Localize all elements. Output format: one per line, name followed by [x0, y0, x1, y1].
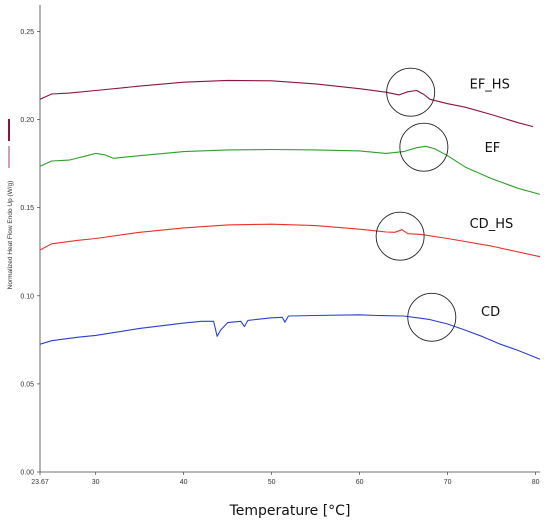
y-tick-label: 0.20 — [20, 117, 34, 124]
series-label: CD — [481, 305, 500, 320]
x-tick-label: 23.67 — [31, 479, 49, 486]
x-tick-label: 40 — [180, 479, 188, 486]
annotation-circle — [375, 211, 425, 261]
annotation-circle — [386, 67, 436, 117]
series-line-ef-hs — [39, 79, 534, 128]
y-tick-label: 0.05 — [20, 381, 34, 388]
y-tick-label: 0.10 — [20, 293, 34, 300]
series-line-cd — [39, 314, 541, 360]
axes: 0.00 0.05 0.10 0.15 0.20 0.25 23.67 30 40 50 60 70 8… — [20, 5, 540, 486]
series-label: CD_HS — [470, 217, 514, 232]
y-axis-legend-swatch — [8, 119, 10, 141]
annotation-circle — [407, 292, 457, 342]
y-tick-label: 0.15 — [20, 205, 34, 212]
series-group — [39, 79, 541, 360]
series-line-ef — [39, 145, 541, 195]
series-label: EF_HS — [470, 78, 510, 93]
annotation-circle — [399, 122, 449, 172]
y-axis-title-group: Normalized Heat Flow Endo Up (W/g) — [7, 119, 14, 289]
x-axis-title: Temperature [°C] — [229, 503, 351, 519]
series-line-cd-hs — [39, 223, 541, 258]
series-label: EF — [485, 141, 501, 156]
y-axis-title: Normalized Heat Flow Endo Up (W/g) — [7, 181, 14, 290]
x-tick-label: 50 — [268, 479, 276, 486]
y-tick-label: 0.00 — [20, 470, 34, 477]
annotation-group — [375, 67, 457, 342]
x-tick-label: 80 — [532, 479, 540, 486]
x-tick-label: 30 — [92, 479, 100, 486]
series-label-group: EF_HS EF CD_HS CD — [470, 78, 514, 320]
x-tick-label: 60 — [356, 479, 364, 486]
x-tick-label: 70 — [444, 479, 452, 486]
y-tick-label: 0.25 — [20, 29, 34, 36]
